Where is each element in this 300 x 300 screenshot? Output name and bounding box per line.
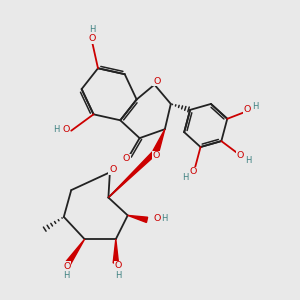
Text: O: O: [109, 165, 116, 174]
Text: H: H: [53, 125, 59, 134]
Text: O: O: [122, 154, 130, 164]
Text: H: H: [115, 271, 122, 280]
Polygon shape: [153, 129, 165, 153]
Text: O: O: [244, 105, 251, 114]
Polygon shape: [113, 239, 118, 263]
Polygon shape: [66, 239, 85, 265]
Text: O: O: [153, 152, 160, 160]
Text: O: O: [153, 76, 160, 85]
Polygon shape: [108, 150, 158, 198]
Polygon shape: [128, 215, 148, 223]
Text: O: O: [189, 167, 197, 176]
Text: H: H: [161, 214, 168, 223]
Text: H: H: [245, 156, 251, 165]
Text: H: H: [182, 173, 189, 182]
Text: H: H: [89, 25, 96, 34]
Text: H: H: [64, 271, 70, 280]
Text: O: O: [63, 262, 70, 271]
Text: O: O: [236, 152, 244, 160]
Text: H: H: [252, 101, 259, 110]
Text: O: O: [62, 125, 70, 134]
Text: O: O: [115, 261, 122, 270]
Text: O: O: [89, 34, 96, 43]
Text: O: O: [154, 214, 161, 223]
